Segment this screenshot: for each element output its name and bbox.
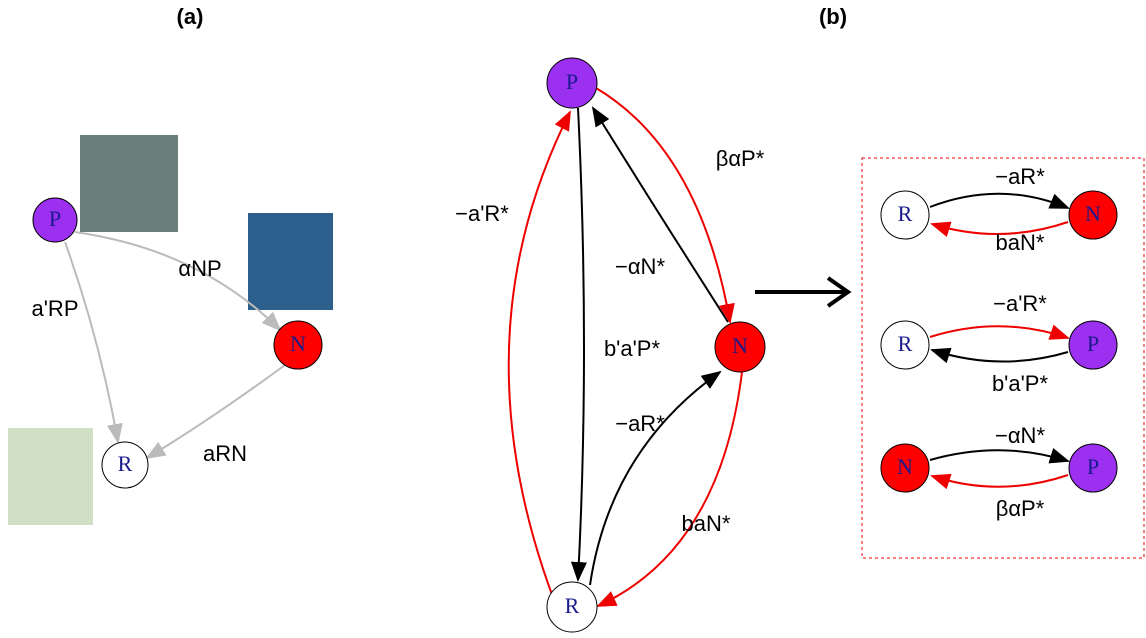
edge <box>65 242 118 442</box>
node-label: R <box>118 451 133 476</box>
node-label: N <box>732 333 748 358</box>
edge <box>509 112 570 628</box>
node-label: N <box>290 331 306 356</box>
panel-label: (a) <box>177 4 204 29</box>
edge-label: −aR* <box>995 164 1045 189</box>
edge <box>930 326 1068 338</box>
edge-label: −αN* <box>995 423 1045 448</box>
edge-label: βαP* <box>996 496 1045 521</box>
edge <box>590 372 720 585</box>
edge <box>932 475 1068 487</box>
edge-label: −αN* <box>615 254 665 279</box>
edge-label: −aR* <box>615 411 665 436</box>
node-label: N <box>897 454 913 479</box>
arrow <box>755 278 848 306</box>
edge-label: aRN <box>203 441 247 466</box>
edge-label: αNP <box>178 256 221 281</box>
node-label: P <box>1087 454 1099 479</box>
edge-label: b'a'P* <box>604 336 661 361</box>
edge <box>593 108 728 322</box>
edge-label: −a'R* <box>993 291 1047 316</box>
edge <box>932 350 1068 362</box>
panel-label: (b) <box>819 4 847 29</box>
edge-label: a'RP <box>32 296 79 321</box>
photo-daphnia <box>248 213 333 310</box>
node-label: P <box>566 69 578 94</box>
node-label: R <box>898 201 913 226</box>
edge-label: −a'R* <box>455 201 509 226</box>
node-label: R <box>565 593 580 618</box>
edge-label: βαP* <box>716 146 765 171</box>
node-label: P <box>49 206 61 231</box>
edge <box>930 450 1068 461</box>
edge <box>578 108 584 580</box>
edge-label: b'a'P* <box>992 371 1049 396</box>
edge-label: baN* <box>682 511 731 536</box>
node-label: P <box>1087 331 1099 356</box>
photo-shrimp <box>80 135 178 232</box>
photo-algae <box>8 428 93 525</box>
edge-label: baN* <box>996 230 1045 255</box>
edge <box>930 194 1068 208</box>
node-label: N <box>1085 201 1101 226</box>
edge <box>596 88 730 322</box>
node-label: R <box>898 331 913 356</box>
figure: (a) αNP a'RP aRN P N R (b) −a'R* βαP* −α… <box>0 0 1146 638</box>
